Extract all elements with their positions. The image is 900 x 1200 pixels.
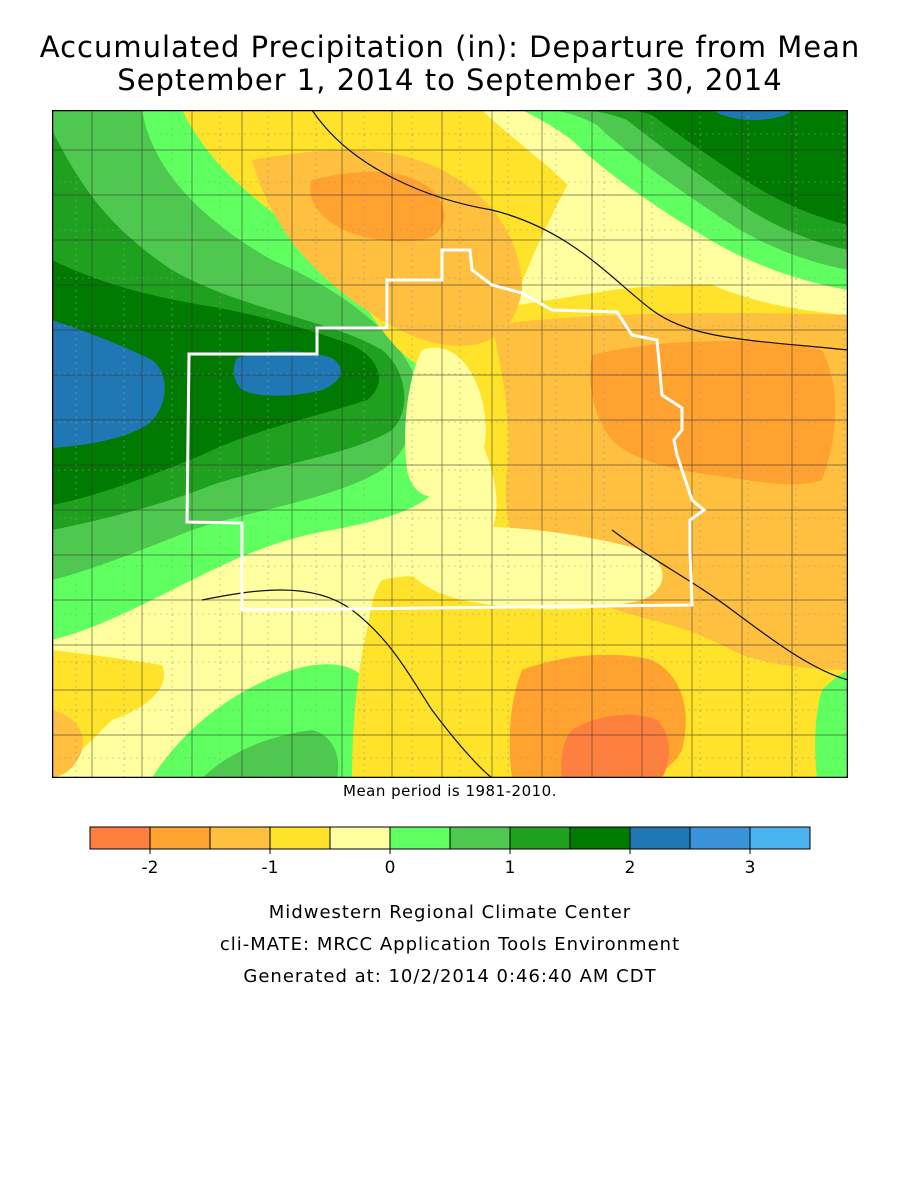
legend-tick-label: 0 — [385, 858, 396, 878]
precipitation-departure-map — [52, 110, 848, 778]
map-frame — [52, 110, 848, 778]
legend-bin — [89, 826, 151, 850]
legend-bin — [509, 826, 571, 850]
legend-bin — [149, 826, 211, 850]
legend-bin — [569, 826, 631, 850]
highlighted-region-boundary — [185, 248, 707, 612]
generated-timestamp: Generated at: 10/2/2014 0:46:40 AM CDT — [243, 966, 657, 987]
legend-bin — [329, 826, 391, 850]
legend-bin — [449, 826, 511, 850]
legend-bin — [389, 826, 451, 850]
graticule-grid — [52, 110, 848, 778]
state-boundaries — [201, 110, 848, 778]
legend-tick-label: 3 — [745, 858, 756, 878]
legend-tick-label: -1 — [262, 858, 279, 878]
app-name: cli-MATE: MRCC Application Tools Environ… — [219, 934, 681, 955]
map-title: Accumulated Precipitation (in): Departur… — [39, 30, 861, 64]
legend-bin — [269, 826, 331, 850]
legend-tick-label: 1 — [505, 858, 516, 878]
legend-tick-label: 2 — [625, 858, 636, 878]
mean-period-note: Mean period is 1981-2010. — [343, 782, 557, 800]
center-name: Midwestern Regional Climate Center — [268, 902, 632, 923]
legend-bin — [629, 826, 691, 850]
map-date-range: September 1, 2014 to September 30, 2014 — [117, 63, 783, 97]
color-legend: -2 -1 0 1 2 3 — [89, 826, 811, 878]
legend-tick-label: -2 — [142, 858, 159, 878]
legend-bin — [689, 826, 751, 850]
legend-bin — [209, 826, 271, 850]
county-boundaries — [52, 110, 848, 778]
legend-bin — [749, 826, 811, 850]
